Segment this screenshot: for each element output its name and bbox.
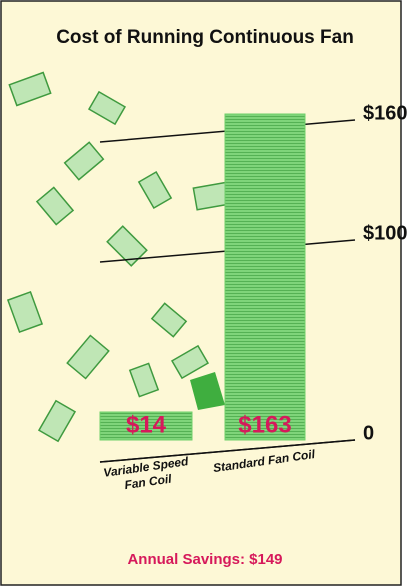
value-label: $14 xyxy=(126,411,167,438)
value-label: $163 xyxy=(238,411,291,438)
chart: Cost of Running Continuous Fan 0 $100 $160… xyxy=(0,0,420,586)
bar xyxy=(225,114,305,440)
y-tick-label: 0 xyxy=(363,422,374,444)
annotation: Annual Savings: $149 xyxy=(127,551,282,568)
y-tick-label: $100 xyxy=(363,222,408,244)
chart-title: Cost of Running Continuous Fan xyxy=(56,27,354,48)
frame xyxy=(1,1,401,585)
y-tick-label: $160 xyxy=(363,102,408,124)
